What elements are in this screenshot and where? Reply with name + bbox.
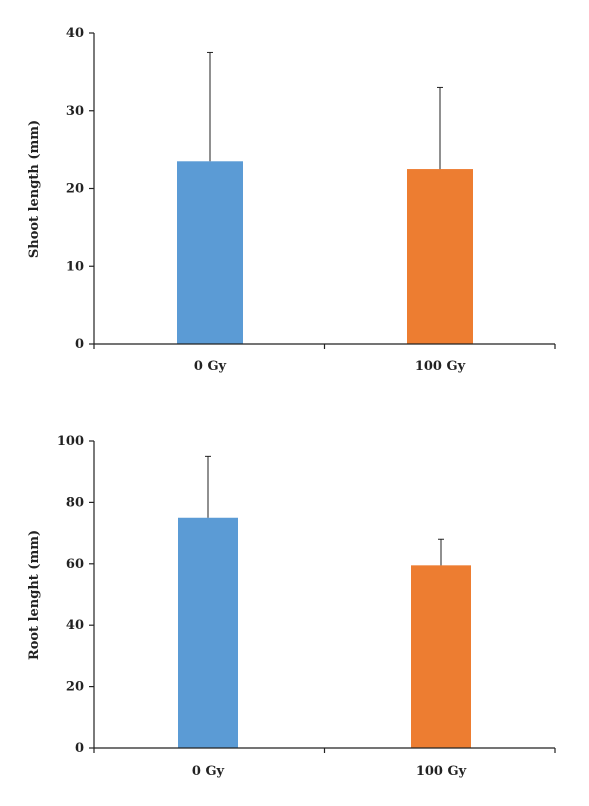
y-tick-label: 20 bbox=[66, 182, 84, 197]
y-tick-label: 10 bbox=[66, 259, 84, 274]
y-tick-label: 30 bbox=[66, 104, 84, 119]
bar bbox=[407, 169, 473, 344]
y-axis-title: Root lenght (mm) bbox=[27, 530, 42, 660]
y-tick-label: 100 bbox=[57, 434, 84, 449]
bar bbox=[177, 161, 243, 344]
y-tick-label: 40 bbox=[66, 618, 84, 633]
x-tick-label: 100 Gy bbox=[416, 764, 467, 779]
x-tick-label: 0 Gy bbox=[192, 764, 225, 779]
root-length-chart: Root lenght (mm) 0 20 40 60 80 100 0 Gy 100 Gy bbox=[27, 434, 556, 779]
shoot-length-chart: Shoot length (mm) 0 10 20 30 40 0 Gy 100 Gy bbox=[27, 26, 556, 374]
x-tick-label: 100 Gy bbox=[415, 359, 466, 374]
y-tick-label: 60 bbox=[66, 557, 84, 572]
y-axis-title: Shoot length (mm) bbox=[27, 120, 42, 258]
y-tick-label: 0 bbox=[75, 741, 84, 756]
bar bbox=[178, 517, 238, 748]
y-tick-label: 80 bbox=[66, 495, 84, 510]
bar bbox=[411, 565, 471, 748]
y-tick-label: 20 bbox=[66, 680, 84, 695]
x-tick-label: 0 Gy bbox=[194, 359, 227, 374]
y-tick-label: 40 bbox=[66, 26, 84, 41]
y-tick-label: 0 bbox=[75, 337, 84, 352]
